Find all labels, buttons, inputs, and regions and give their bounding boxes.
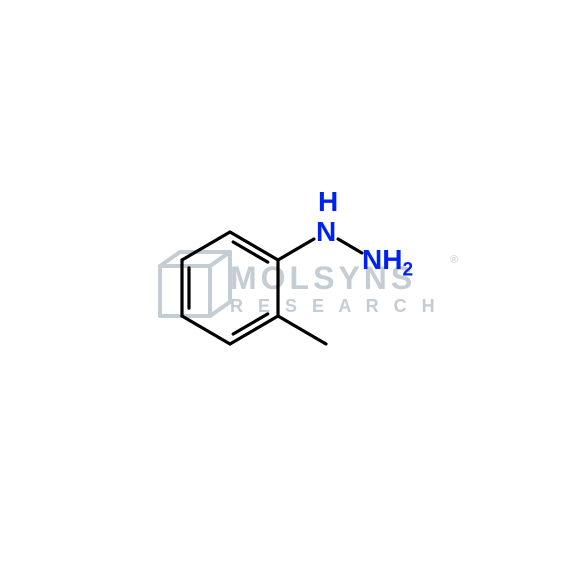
figure-canvas: { "canvas": { "width": 580, "height": 58… bbox=[0, 0, 580, 580]
atom-label-n2-nh2: NH2 bbox=[362, 244, 413, 276]
atom-label-n1-n: N bbox=[316, 216, 336, 248]
atom-label-n1-h: H bbox=[318, 186, 338, 218]
molecule-bonds bbox=[0, 0, 580, 580]
